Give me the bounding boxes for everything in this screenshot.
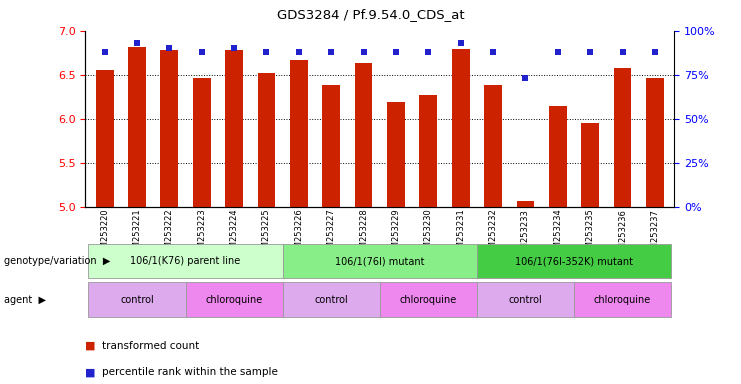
- Point: [164, 45, 176, 51]
- Point: [487, 49, 499, 55]
- Point: [617, 49, 628, 55]
- Bar: [258, 73, 276, 207]
- Text: chloroquine: chloroquine: [399, 295, 457, 305]
- Text: ■: ■: [85, 341, 96, 351]
- Bar: [477, 282, 574, 317]
- Point: [649, 49, 661, 55]
- Point: [358, 49, 370, 55]
- Bar: [484, 84, 502, 207]
- Text: 106/1(76I) mutant: 106/1(76I) mutant: [335, 256, 425, 266]
- Text: GDS3284 / Pf.9.54.0_CDS_at: GDS3284 / Pf.9.54.0_CDS_at: [276, 8, 465, 21]
- Bar: [193, 78, 210, 207]
- Text: transformed count: transformed count: [102, 341, 199, 351]
- Point: [552, 49, 564, 55]
- Bar: [646, 78, 664, 207]
- Point: [261, 49, 273, 55]
- Text: control: control: [508, 295, 542, 305]
- Bar: [581, 124, 599, 207]
- Bar: [516, 201, 534, 207]
- Point: [584, 49, 596, 55]
- Bar: [387, 102, 405, 207]
- Bar: [452, 49, 470, 207]
- Bar: [379, 282, 477, 317]
- Point: [196, 49, 207, 55]
- Bar: [477, 244, 671, 278]
- Text: control: control: [120, 295, 154, 305]
- Bar: [88, 282, 185, 317]
- Point: [390, 49, 402, 55]
- Point: [422, 49, 434, 55]
- Bar: [88, 244, 282, 278]
- Bar: [290, 60, 308, 207]
- Bar: [419, 95, 437, 207]
- Bar: [549, 106, 567, 207]
- Point: [99, 49, 110, 55]
- Text: agent  ▶: agent ▶: [4, 295, 46, 305]
- Bar: [322, 84, 340, 207]
- Bar: [282, 282, 379, 317]
- Point: [519, 75, 531, 81]
- Text: genotype/variation  ▶: genotype/variation ▶: [4, 256, 110, 266]
- Bar: [185, 282, 282, 317]
- Bar: [225, 50, 243, 207]
- Text: ■: ■: [85, 367, 96, 377]
- Bar: [355, 63, 373, 207]
- Point: [325, 49, 337, 55]
- Text: chloroquine: chloroquine: [594, 295, 651, 305]
- Point: [131, 40, 143, 46]
- Text: percentile rank within the sample: percentile rank within the sample: [102, 367, 277, 377]
- Text: 106/1(76I-352K) mutant: 106/1(76I-352K) mutant: [515, 256, 633, 266]
- Bar: [128, 46, 146, 207]
- Bar: [161, 50, 179, 207]
- Text: chloroquine: chloroquine: [205, 295, 263, 305]
- Point: [228, 45, 240, 51]
- Text: control: control: [314, 295, 348, 305]
- Bar: [282, 244, 477, 278]
- Bar: [614, 68, 631, 207]
- Point: [455, 40, 467, 46]
- Text: 106/1(K76) parent line: 106/1(K76) parent line: [130, 256, 241, 266]
- Point: [293, 49, 305, 55]
- Bar: [574, 282, 671, 317]
- Bar: [96, 71, 113, 207]
